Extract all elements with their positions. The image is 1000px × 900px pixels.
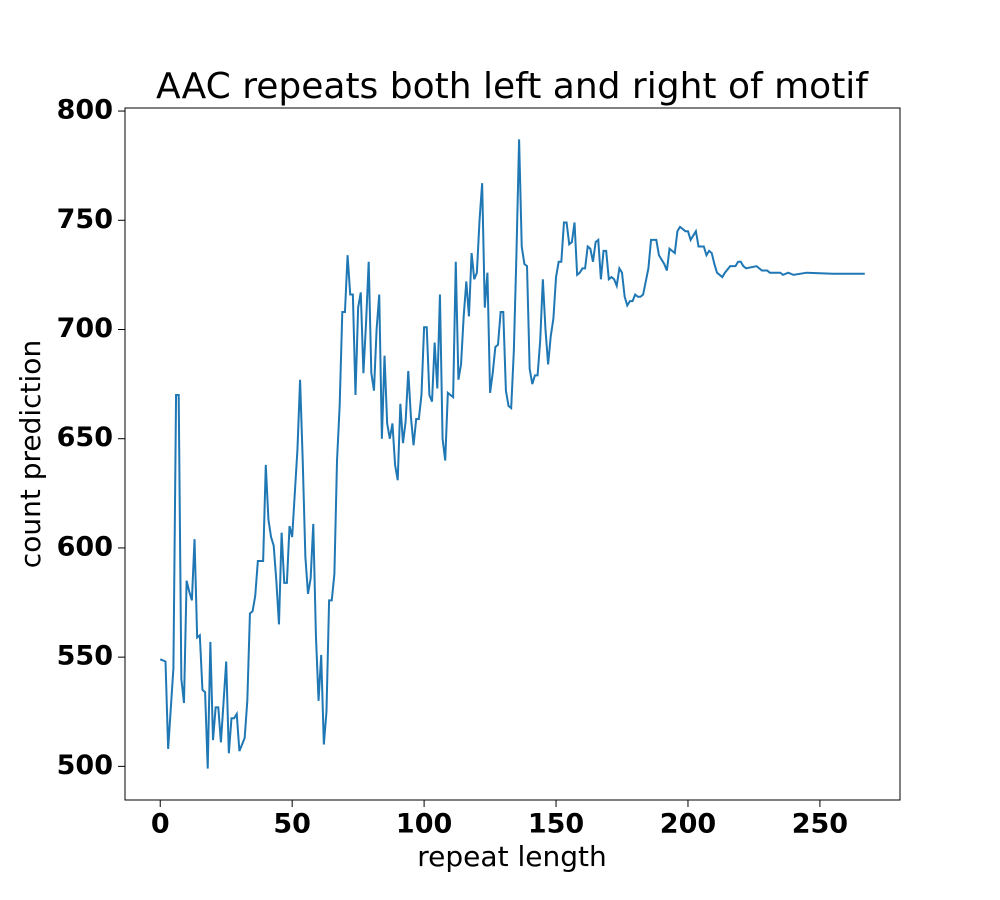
y-tick-label: 700 [57, 313, 113, 344]
y-tick-label: 500 [57, 750, 113, 781]
data-line [159, 139, 865, 769]
y-tick-label: 800 [57, 95, 113, 126]
x-tick-label: 150 [528, 809, 584, 840]
y-tick-label: 650 [57, 422, 113, 453]
x-tick-label: 250 [792, 809, 848, 840]
y-tick-label: 600 [57, 531, 113, 562]
y-tick-label: 550 [57, 641, 113, 672]
x-tick-label: 50 [273, 809, 311, 840]
y-tick-label: 750 [57, 204, 113, 235]
x-axis-label: repeat length [417, 840, 606, 873]
chart-title: AAC repeats both left and right of motif [156, 66, 869, 107]
x-tick-label: 0 [151, 809, 170, 840]
y-axis-label: count prediction [14, 340, 47, 568]
plot-frame [124, 107, 901, 801]
x-tick-label: 100 [396, 809, 452, 840]
x-tick-label: 200 [660, 809, 716, 840]
